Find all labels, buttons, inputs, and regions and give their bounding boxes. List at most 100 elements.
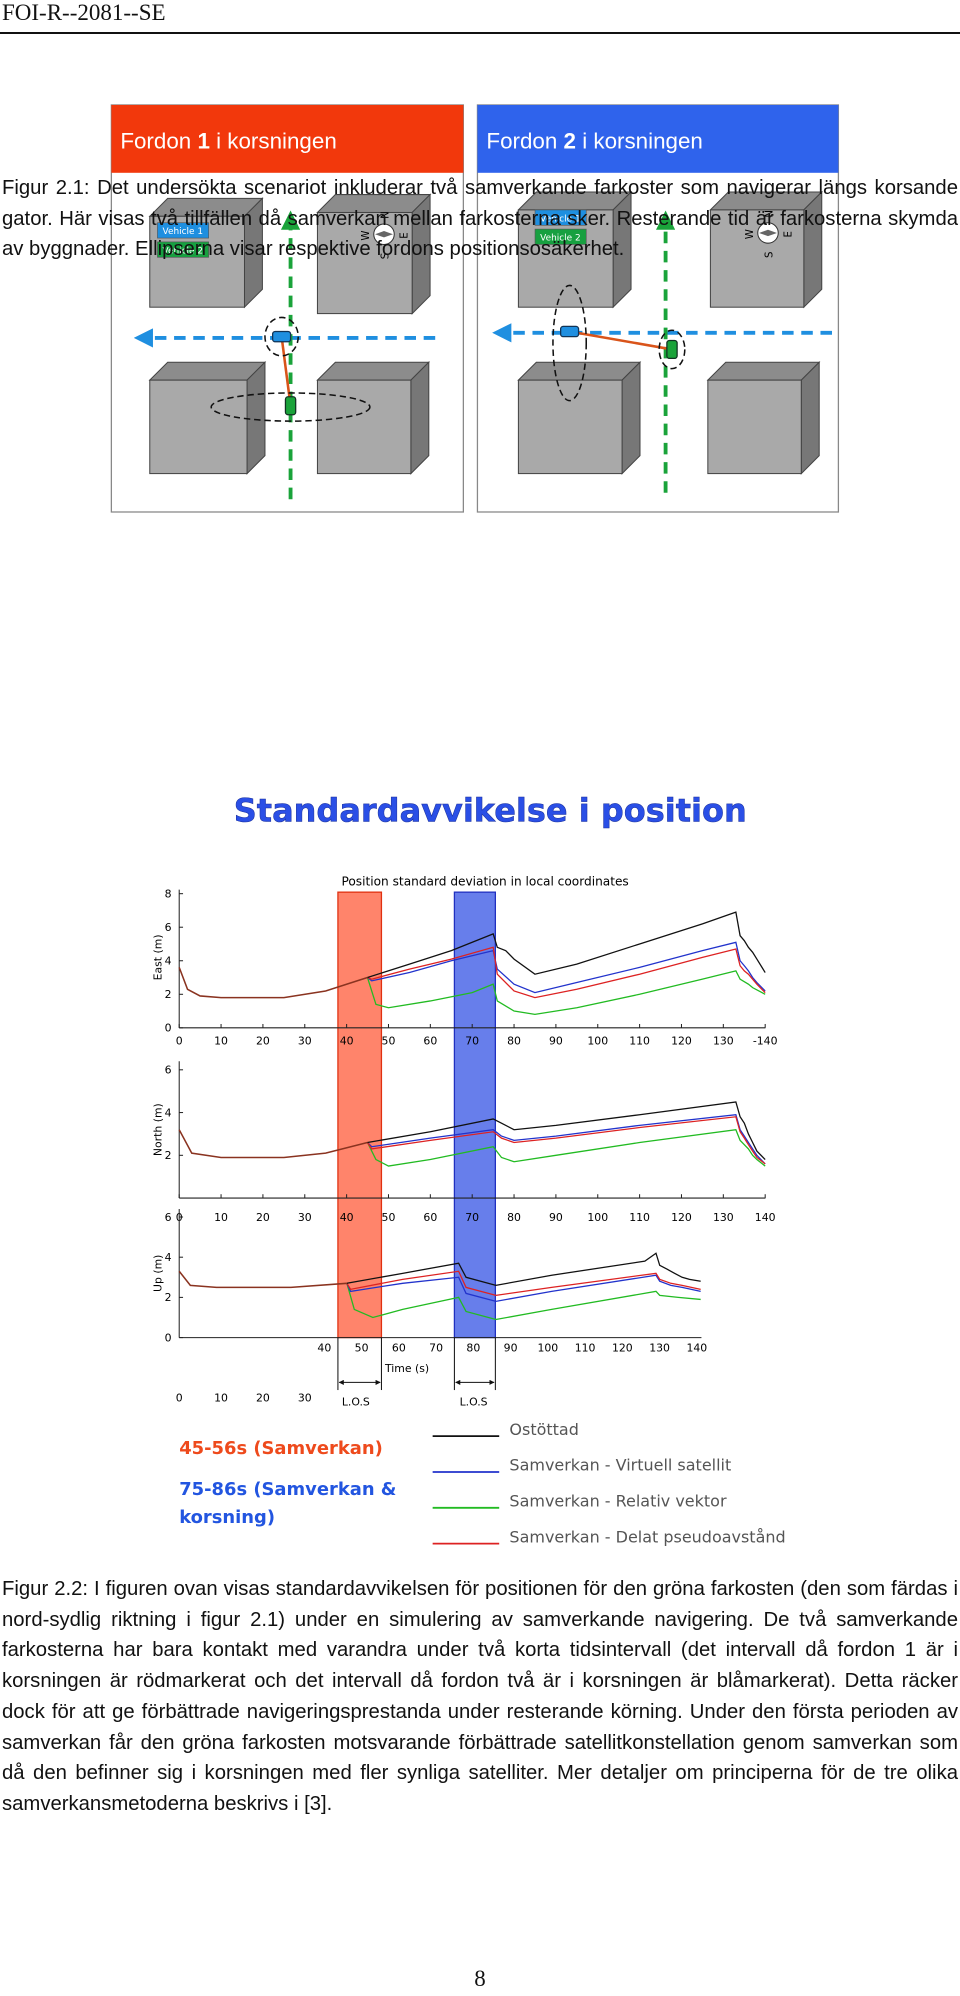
legend-label: Vehicle 2 (540, 234, 581, 244)
y-tick-label: 2 (165, 988, 172, 1001)
panel-header (111, 104, 464, 173)
figure-2-caption: Figur 2.2: I figuren ovan visas standard… (2, 1578, 958, 1815)
legend-box (534, 209, 587, 226)
compass-letter: S (764, 251, 775, 257)
x-tick-label: 40 (340, 1211, 354, 1224)
building-side (621, 360, 641, 475)
x-tick-label: 20 (256, 1034, 270, 1047)
x-tick-label: 110 (629, 1034, 650, 1047)
legend-label: Samverkan - Delat pseudoavstånd (509, 1527, 785, 1546)
time-tick-label: 80 (466, 1342, 480, 1355)
vehicle-1 (272, 330, 292, 343)
period-label: korsning) (179, 1507, 275, 1528)
legend-label: Samverkan - Virtuell satellit (509, 1456, 731, 1475)
x-tick-label: 40 (340, 1034, 354, 1047)
y-tick-label: 6 (165, 921, 172, 934)
curve (346, 1270, 701, 1296)
title-number: 1 (197, 128, 209, 153)
time-tick-label: 70 (429, 1342, 443, 1355)
uncertainty-ellipse (264, 316, 300, 357)
x-tick-label: 50 (382, 1211, 396, 1224)
compass-letter: E (399, 232, 410, 238)
compass-letter: E (783, 231, 794, 237)
building-top (517, 361, 642, 381)
x-tick-label: 120 (671, 1034, 692, 1047)
x-tick-label: 80 (507, 1211, 521, 1224)
title-prefix: Fordon (120, 128, 191, 153)
y-tick-label: 2 (165, 1149, 172, 1162)
building-front (316, 379, 412, 475)
panel-header (477, 104, 839, 173)
compass-letter: N (764, 210, 775, 218)
x-tick-label: 140 (755, 1211, 776, 1224)
title-prefix: Fordon (486, 128, 557, 153)
x-tick-label: 10 (214, 1034, 228, 1047)
y-axis-label: North (m) (151, 1103, 164, 1156)
x-tick-label: 120 (671, 1211, 692, 1224)
x-tick-label: 30 (298, 1034, 312, 1047)
x-tick-label: 100 (587, 1211, 608, 1224)
extra-tick-label: 30 (298, 1392, 312, 1405)
extra-tick-label: 20 (256, 1392, 270, 1405)
panel-title: Fordon 2 i korsningen (486, 128, 702, 153)
building-front (149, 379, 248, 475)
x-tick-label: 100 (587, 1034, 608, 1047)
title-suffix: i korsningen (582, 128, 703, 153)
y-tick-label: 2 (165, 1291, 172, 1304)
period-band-2 (453, 891, 496, 1339)
curve (346, 1274, 701, 1303)
x-tick-label: 10 (214, 1211, 228, 1224)
x-tick-label: -140 (753, 1034, 778, 1047)
los-label: L.O.S (342, 1395, 370, 1408)
figure-2: Standardavvikelse i position Position sta… (151, 791, 785, 1546)
panel: Fordon 1 i korsningen Vehicle 1 Vehicle 2 N… (110, 104, 465, 513)
report-id: FOI-R--2081--SE (2, 0, 166, 25)
curve (367, 1101, 766, 1160)
building-top (316, 361, 431, 381)
x-tick-label: 50 (382, 1034, 396, 1047)
curve (366, 1129, 766, 1167)
y-axis-label: Up (m) (151, 1255, 164, 1292)
x-axis-label: Time (s) (384, 1362, 429, 1375)
curve (367, 1114, 766, 1165)
figure-1: Fordon 1 i korsningen Vehicle 1 Vehicle 2 N… (110, 104, 840, 513)
curve (367, 911, 766, 979)
figure-1-caption: Figur 2.1: Det undersökta scenariot inkl… (2, 177, 958, 261)
panel-title: Fordon 1 i korsningen (120, 128, 336, 153)
building-front (316, 211, 413, 315)
figure-subtitle: Position standard deviation in local coo… (341, 875, 628, 889)
legend-label: Vehicle 1 (540, 214, 581, 224)
period-band-1 (337, 891, 383, 1339)
curve (366, 970, 766, 1016)
legend-box (157, 222, 209, 239)
building-front (517, 209, 614, 308)
compass-letter: S (380, 253, 391, 260)
vehicle-1 (559, 325, 580, 338)
time-tick-label: 110 (575, 1342, 596, 1355)
title-suffix: i korsningen (216, 128, 337, 153)
building-side (246, 360, 266, 475)
curve (367, 941, 766, 994)
vehicle-2 (666, 339, 678, 360)
y-tick-label: 4 (165, 1251, 172, 1264)
x-tick-label: 60 (423, 1211, 437, 1224)
uncertainty-ellipse (210, 392, 371, 422)
time-tick-label: 140 (686, 1342, 707, 1355)
legend-box (534, 228, 587, 245)
y-tick-label: 4 (165, 1106, 172, 1119)
uncertainty-ellipse (658, 329, 686, 370)
time-tick-label: 50 (355, 1342, 369, 1355)
x-tick-label: 20 (256, 1211, 270, 1224)
x-tick-label: 90 (549, 1211, 563, 1224)
curve (346, 1252, 701, 1287)
x-tick-label: 90 (549, 1034, 563, 1047)
x-tick-label: 30 (298, 1211, 312, 1224)
building-front (709, 209, 805, 308)
title-number: 2 (564, 128, 576, 153)
uncertainty-ellipse (552, 284, 588, 402)
period-label: 75-86s (Samverkan & (179, 1479, 396, 1500)
x-tick-label: 0 (176, 1034, 183, 1047)
compass-letter: N (380, 211, 391, 219)
compass-letter: W (745, 229, 756, 239)
building-top (148, 361, 267, 381)
